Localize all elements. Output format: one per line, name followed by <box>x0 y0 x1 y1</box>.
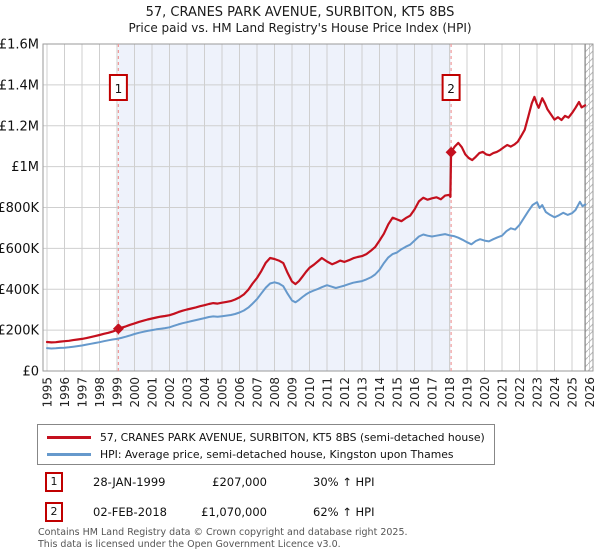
legend-label-hpi: HPI: Average price, semi-detached house,… <box>100 448 454 461</box>
x-axis-label: 2004 <box>198 377 212 408</box>
x-axis-label: 2007 <box>251 377 265 408</box>
sale-annotation-1: 1 28-JAN-1999 £207,000 30% ↑ HPI <box>0 472 600 494</box>
x-axis-label: 2013 <box>356 377 370 408</box>
sale-point-2 <box>445 146 457 158</box>
x-axis-label: 2017 <box>426 377 440 408</box>
y-axis-label: £1M <box>11 160 39 175</box>
x-axis-label: 2024 <box>548 377 562 408</box>
sale-1-price: £207,000 <box>212 475 267 489</box>
x-axis-label: 2022 <box>513 377 527 408</box>
price-history-chart: 1 2 £0 £200K £400K £600K £800K £1M £1.2M £1.4M £1.… <box>0 38 597 408</box>
page-subtitle: Price paid vs. HM Land Registry's House … <box>128 21 472 35</box>
y-axis-label: £800K <box>0 201 39 216</box>
legend: 57, CRANES PARK AVENUE, SURBITON, KT5 8B… <box>37 424 495 465</box>
x-axis-label: 2018 <box>443 377 457 408</box>
x-axis-label: 1998 <box>93 377 107 408</box>
legend-label-price-paid: 57, CRANES PARK AVENUE, SURBITON, KT5 8B… <box>100 431 485 444</box>
sale-marker-box-1 <box>108 74 128 101</box>
y-axis-label: £1.6M <box>0 38 39 53</box>
y-axis-label: £1.4M <box>0 78 39 93</box>
x-axis-label: 2015 <box>391 377 405 408</box>
sale-marker-number-1: 1 <box>115 82 123 96</box>
x-axis-label: 2000 <box>128 377 142 408</box>
footer-line-1: Contains HM Land Registry data © Crown c… <box>38 527 408 538</box>
page-title: 57, CRANES PARK AVENUE, SURBITON, KT5 8B… <box>145 5 455 20</box>
x-axis-label: 2003 <box>181 377 195 408</box>
x-axis-label: 2014 <box>373 377 387 408</box>
x-axis-label: 2008 <box>268 377 282 408</box>
x-axis-label: 2006 <box>233 377 247 408</box>
legend-row-hpi: HPI: Average price, semi-detached house,… <box>47 446 494 463</box>
sale-marker-box-2 <box>441 74 461 101</box>
hpi-line-swatch <box>47 453 91 456</box>
x-axis-label: 2011 <box>321 377 335 408</box>
sale-2-number-box: 2 <box>45 502 63 522</box>
y-axis-label: £0 <box>22 365 39 380</box>
x-axis-label: 1996 <box>58 377 72 408</box>
x-axis-label: 1997 <box>76 377 90 408</box>
license-footer: Contains HM Land Registry data © Crown c… <box>38 527 408 550</box>
chart-svg: 1 2 £0 £200K £400K £600K £800K £1M £1.2M £1.4M £1.… <box>0 38 597 408</box>
y-axis-label: £600K <box>0 242 39 257</box>
x-axis-label: 2023 <box>531 377 545 408</box>
sale-marker-number-2: 2 <box>447 82 455 96</box>
x-axis-label: 2026 <box>583 377 597 408</box>
plot-frame <box>42 43 594 372</box>
future-hatch-region <box>585 44 593 371</box>
x-axis-label: 2002 <box>163 377 177 408</box>
x-axis-label: 2019 <box>461 377 475 408</box>
x-axis-label: 2016 <box>408 377 422 408</box>
x-axis-label: 2020 <box>478 377 492 408</box>
x-axis-label: 1999 <box>111 377 125 408</box>
x-axis-label: 2005 <box>216 377 230 408</box>
sale-point-1 <box>112 323 124 335</box>
x-axis-label: 2010 <box>303 377 317 408</box>
sale-1-number-box: 1 <box>45 472 63 492</box>
x-axis-label: 2025 <box>566 377 580 408</box>
price-paid-line-swatch <box>47 436 91 439</box>
price-paid-series-line <box>45 95 587 344</box>
sale-2-price: £1,070,000 <box>201 505 267 519</box>
footer-line-2: This data is licensed under the Open Gov… <box>38 538 341 550</box>
hpi-series-line <box>46 200 587 350</box>
y-axis-label: £1.2M <box>0 119 39 134</box>
sale-1-date: 28-JAN-1999 <box>93 475 166 489</box>
sale-2-vs-hpi: 62% ↑ HPI <box>313 505 375 519</box>
x-axis-label: 2012 <box>338 377 352 408</box>
sale-2-date: 02-FEB-2018 <box>93 505 167 519</box>
sale-annotation-2: 2 02-FEB-2018 £1,070,000 62% ↑ HPI <box>0 502 600 524</box>
legend-row-price-paid: 57, CRANES PARK AVENUE, SURBITON, KT5 8B… <box>47 429 494 446</box>
y-axis-label: £200K <box>0 324 39 339</box>
y-axis-label: £400K <box>0 283 39 298</box>
x-axis-label: 2001 <box>146 377 160 408</box>
x-axis-label: 2009 <box>286 377 300 408</box>
sale-1-vs-hpi: 30% ↑ HPI <box>313 475 375 489</box>
x-axis-label: 2021 <box>496 377 510 408</box>
x-axis-label: 1995 <box>41 377 55 408</box>
